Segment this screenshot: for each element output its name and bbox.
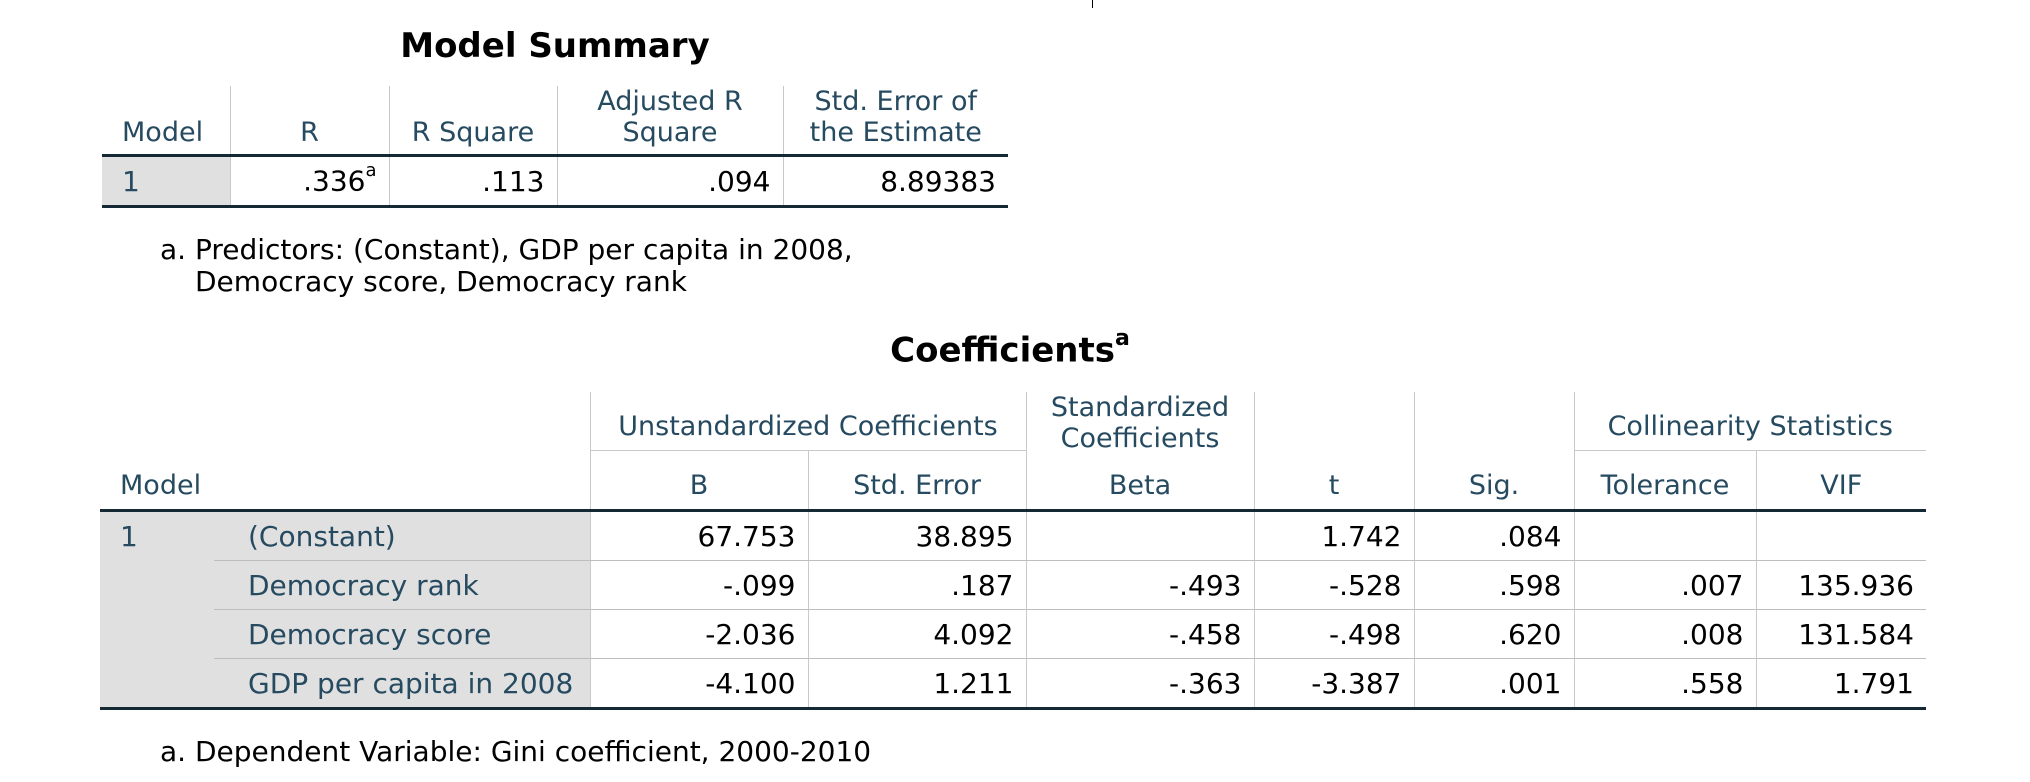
- tolerance-value: .007: [1573, 560, 1756, 610]
- col-header-model: Model: [102, 86, 230, 157]
- std-error-value: 4.092: [807, 609, 1026, 659]
- group-header-standardized: Standardized Coefficients Beta: [1025, 392, 1254, 512]
- blank-header: [1253, 392, 1414, 451]
- sig-value: .001: [1413, 658, 1574, 710]
- col-header-t: t: [1253, 450, 1414, 513]
- b-value: -4.100: [589, 658, 808, 710]
- b-value: -.099: [589, 560, 808, 610]
- table-row: 1 .336a .113 .094 8.89383: [102, 155, 1008, 208]
- tolerance-value: .558: [1573, 658, 1756, 710]
- beta-value: -.493: [1025, 560, 1254, 610]
- group-header-collinearity: Collinearity Statistics: [1573, 392, 1926, 451]
- t-value: 1.742: [1253, 510, 1414, 561]
- b-value: 67.753: [589, 510, 808, 561]
- coefficients-title-footnote-marker: a: [1115, 326, 1130, 351]
- col-header-std-error: Std. Error: [807, 450, 1026, 513]
- model-summary-table: Model R R Square Adjusted R Square Std. …: [102, 86, 1008, 208]
- col-header-beta: Beta: [1108, 470, 1172, 501]
- col-header-model: Model: [100, 450, 590, 513]
- sig-value: .598: [1413, 560, 1574, 610]
- table-row: Democracy rank -.099 .187 -.493 -.528 .5…: [100, 560, 1926, 610]
- std-error-estimate-value: 8.89383: [782, 155, 1008, 208]
- r-footnote-marker: a: [365, 160, 377, 182]
- standardized-label: Standardized Coefficients: [1050, 392, 1230, 454]
- sig-value: .084: [1413, 510, 1574, 561]
- model-summary-footnote: a. Predictors: (Constant), GDP per capit…: [160, 234, 853, 298]
- col-header-tolerance: Tolerance: [1573, 450, 1756, 513]
- col-header-sig: Sig.: [1413, 450, 1574, 513]
- model-number: 1: [100, 510, 214, 710]
- beta-value: -.458: [1025, 609, 1254, 659]
- col-header-adjusted-r-square: Adjusted R Square: [556, 86, 783, 157]
- vif-value: 135.936: [1755, 560, 1926, 610]
- tolerance-value: .008: [1573, 609, 1756, 659]
- adjusted-r-square-value: .094: [556, 155, 783, 208]
- cursor-marker: [1092, 0, 1093, 8]
- blank-header: [100, 392, 590, 450]
- vif-value: 131.584: [1755, 609, 1926, 659]
- t-value: -.498: [1253, 609, 1414, 659]
- coefficients-footnote: a. Dependent Variable: Gini coefficient,…: [160, 735, 872, 768]
- row-label: GDP per capita in 2008: [214, 658, 590, 710]
- std-error-value: 1.211: [807, 658, 1026, 710]
- blank-header: [1413, 392, 1574, 451]
- col-header-r-square: R Square: [388, 86, 557, 157]
- col-header-vif: VIF: [1755, 450, 1926, 513]
- t-value: -.528: [1253, 560, 1414, 610]
- r-square-value: .113: [388, 155, 557, 208]
- b-value: -2.036: [589, 609, 808, 659]
- coefficients-title: Coefficientsa: [890, 326, 1130, 371]
- tolerance-value: [1573, 510, 1756, 561]
- vif-value: 1.791: [1755, 658, 1926, 710]
- row-label: Democracy score: [214, 609, 590, 659]
- col-header-std-error-estimate: Std. Error of the Estimate: [782, 86, 1008, 157]
- std-error-value: 38.895: [807, 510, 1026, 561]
- footnote-line: a. Predictors: (Constant), GDP per capit…: [160, 233, 853, 266]
- model-summary-header-row: Model R R Square Adjusted R Square Std. …: [102, 86, 1008, 157]
- vif-value: [1755, 510, 1926, 561]
- coefficients-group-header-row: Unstandardized Coefficients Standardized…: [100, 392, 1926, 512]
- col-header-r: R: [229, 86, 389, 157]
- t-value: -3.387: [1253, 658, 1414, 710]
- footnote-line: Democracy score, Democracy rank: [195, 265, 687, 298]
- sig-value: .620: [1413, 609, 1574, 659]
- model-number: 1: [102, 155, 230, 208]
- beta-value: -.363: [1025, 658, 1254, 710]
- table-row: Democracy score -2.036 4.092 -.458 -.498…: [100, 609, 1926, 659]
- r-value: .336a: [229, 155, 389, 208]
- beta-value: [1025, 510, 1254, 561]
- group-header-unstandardized: Unstandardized Coefficients: [589, 392, 1026, 451]
- table-row: 1 (Constant) 67.753 38.895 1.742 .084: [100, 510, 1926, 710]
- std-error-value: .187: [807, 560, 1026, 610]
- coefficients-table: Unstandardized Coefficients Standardized…: [100, 392, 1926, 710]
- model-summary-title: Model Summary: [400, 26, 710, 66]
- coefficients-header-row: Model B Std. Error t Sig. Tolerance VIF: [100, 450, 1926, 513]
- row-label: (Constant): [214, 510, 590, 561]
- col-header-b: B: [589, 450, 808, 513]
- row-label: Democracy rank: [214, 560, 590, 610]
- table-row: GDP per capita in 2008 -4.100 1.211 -.36…: [100, 658, 1926, 710]
